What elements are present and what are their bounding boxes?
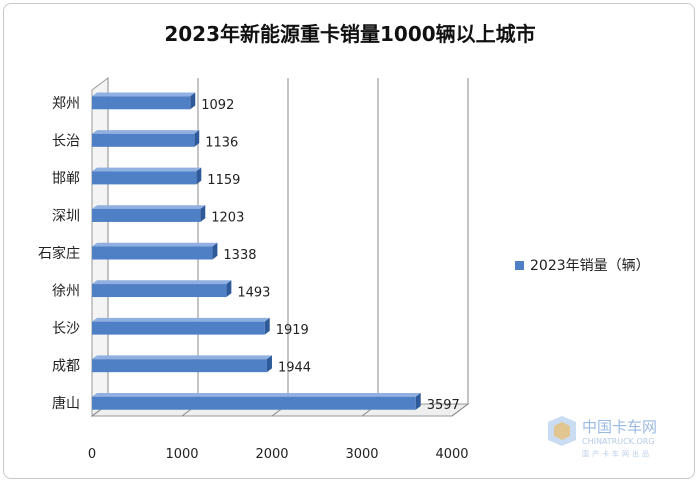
bar-top: [92, 167, 202, 172]
value-label: 1092: [201, 98, 234, 113]
category-label: 郑州: [52, 96, 80, 112]
value-label: 1919: [276, 323, 309, 338]
bars: [92, 92, 421, 410]
x-tick-label: 3000: [345, 447, 378, 462]
bar: [92, 171, 197, 185]
category-label: 深圳: [52, 208, 80, 224]
x-tick-label: 4000: [435, 447, 468, 462]
bar-side: [226, 280, 232, 298]
category-label: 邯郸: [52, 171, 80, 187]
bar-top: [92, 130, 200, 134]
gridline-floor: [451, 403, 469, 417]
bar-top: [92, 392, 421, 397]
bar-top: [92, 355, 272, 360]
bar-top: [92, 280, 232, 285]
value-label: 1136: [205, 135, 238, 150]
x-tick-label: 1000: [165, 447, 198, 462]
value-label: 1338: [223, 248, 256, 263]
bar-side: [212, 242, 218, 260]
watermark-brand: 中国卡车网: [582, 418, 657, 436]
bar: [92, 396, 416, 410]
value-label: 1203: [211, 210, 244, 225]
bar-side: [190, 92, 196, 110]
bar-side: [194, 130, 200, 147]
legend: 2023年销量（辆）: [515, 255, 650, 275]
bar: [92, 321, 265, 335]
watermark-logo: 中国卡车网 CHINATRUCK.ORG 国产卡车网出品: [548, 416, 657, 458]
value-label: 1159: [207, 173, 240, 188]
category-label: 长沙: [52, 321, 80, 337]
chart-title: 2023年新能源重卡销量1000辆以上城市: [164, 22, 536, 46]
x-tick-label: 0: [88, 447, 96, 462]
bar: [92, 133, 195, 147]
category-label: 石家庄: [38, 245, 80, 262]
bar-side: [415, 392, 421, 410]
legend-label: 2023年销量（辆）: [530, 258, 650, 274]
bar-side: [266, 355, 272, 373]
bar-side: [200, 205, 206, 222]
bar-side: [264, 317, 270, 335]
category-label: 长治: [52, 133, 80, 149]
value-label: 1493: [237, 286, 270, 301]
watermark-site: CHINATRUCK.ORG: [582, 437, 655, 446]
bar-top: [92, 92, 196, 97]
value-label: 3597: [427, 398, 460, 413]
bar: [92, 284, 227, 298]
legend-swatch: [515, 260, 524, 270]
bar: [92, 246, 213, 260]
category-label: 成都: [52, 359, 80, 375]
bar-top: [92, 205, 206, 209]
category-label: 徐州: [52, 284, 80, 300]
watermark-slogan: 国产卡车网出品: [582, 449, 652, 458]
value-label: 1944: [278, 361, 311, 376]
bar: [92, 96, 191, 110]
bar-side: [196, 167, 202, 185]
value-labels: 1092 1136 1159 1203 1338 1493 1919 1944 3597: [201, 98, 460, 413]
bar: [92, 359, 267, 373]
bar: [92, 208, 201, 222]
bar-top: [92, 242, 218, 247]
bar-top: [92, 317, 270, 322]
x-tick-labels: 0 1000 2000 3000 4000: [88, 447, 469, 462]
x-tick-label: 2000: [255, 447, 288, 462]
category-label: 唐山: [52, 395, 80, 412]
